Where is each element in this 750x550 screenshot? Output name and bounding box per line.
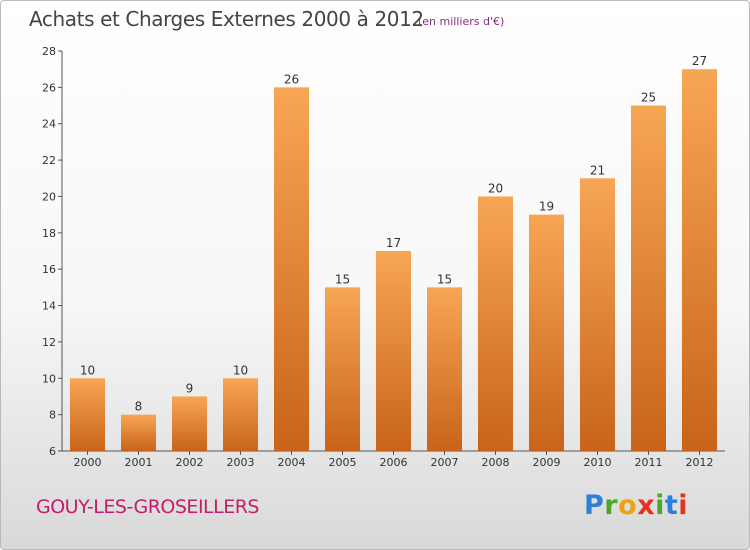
logo-letter: P: [584, 490, 605, 521]
bar-2007: [427, 287, 462, 451]
bar-2003: [223, 378, 258, 451]
data-label-2010: 21: [590, 163, 605, 177]
labels-group: 10 2000 8 2001 9 2002 10 2003 26 2004 15 2005 17 2006…: [74, 54, 714, 469]
bar-2004: [274, 87, 309, 451]
y-tick-label: 8: [49, 409, 56, 422]
y-tick-label: 22: [42, 154, 56, 167]
y-tick-label: 12: [42, 336, 56, 349]
y-tick-label: 18: [42, 227, 56, 240]
logo-letter: o: [618, 490, 638, 521]
data-label-2006: 17: [386, 236, 401, 250]
bar-2008: [478, 196, 513, 451]
x-tick-label-2008: 2008: [482, 456, 510, 469]
data-label-2003: 10: [233, 363, 248, 377]
x-tick-label-2006: 2006: [380, 456, 408, 469]
x-tick-label-2009: 2009: [533, 456, 561, 469]
data-label-2004: 26: [284, 72, 299, 86]
bar-2006: [376, 251, 411, 451]
bar-2000: [70, 378, 105, 451]
y-tick-label: 14: [42, 300, 56, 313]
data-label-2008: 20: [488, 181, 503, 195]
chart-subtitle: (en milliers d'€): [418, 15, 505, 28]
x-tick-label-2003: 2003: [227, 456, 255, 469]
y-tick-label: 28: [42, 45, 56, 58]
data-label-2001: 8: [135, 400, 143, 414]
logo-letter: t: [664, 490, 679, 521]
data-label-2005: 15: [335, 272, 350, 286]
data-label-2011: 25: [641, 91, 656, 105]
data-label-2000: 10: [80, 363, 95, 377]
x-tick-label-2002: 2002: [176, 456, 204, 469]
chart-title: Achats et Charges Externes 2000 à 2012: [29, 7, 424, 31]
commune-name: GOUY-LES-GROSEILLERS: [36, 496, 259, 518]
data-label-2012: 27: [692, 54, 707, 68]
proxiti-logo: Proxiti: [584, 490, 688, 521]
x-tick-label-2000: 2000: [74, 456, 102, 469]
x-tick-label-2010: 2010: [584, 456, 612, 469]
x-tick-label-2007: 2007: [431, 456, 459, 469]
y-tick-label: 6: [49, 445, 56, 458]
y-tick-label: 24: [42, 118, 56, 131]
data-label-2007: 15: [437, 272, 452, 286]
x-tick-label-2011: 2011: [635, 456, 663, 469]
bar-2011: [631, 105, 666, 451]
logo-letter: i: [655, 490, 665, 521]
x-tick-label-2001: 2001: [125, 456, 153, 469]
y-tick-label: 10: [42, 372, 56, 385]
y-tick-label: 20: [42, 190, 56, 203]
bar-2001: [121, 414, 156, 451]
data-label-2002: 9: [186, 381, 194, 395]
x-tick-label-2005: 2005: [329, 456, 357, 469]
y-tick-label: 16: [42, 263, 56, 276]
logo-letter: r: [604, 490, 619, 521]
bar-2002: [172, 396, 207, 451]
y-tick-label: 26: [42, 81, 56, 94]
logo-letter: x: [637, 490, 656, 521]
bar-2012: [682, 69, 717, 451]
data-label-2009: 19: [539, 200, 554, 214]
bars-group: [70, 69, 717, 452]
logo-letter: i: [678, 490, 689, 521]
x-tick-label-2004: 2004: [278, 456, 306, 469]
bar-2010: [580, 178, 615, 452]
bar-2005: [325, 287, 360, 451]
bar-2009: [529, 214, 564, 451]
x-tick-label-2012: 2012: [686, 456, 714, 469]
